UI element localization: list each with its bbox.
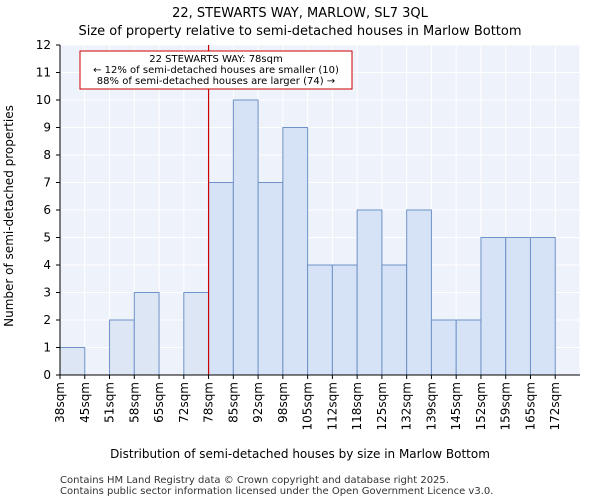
- annotation-box: 22 STEWARTS WAY: 78sqm ← 12% of semi-det…: [79, 50, 353, 90]
- bar-105sqm: [307, 264, 333, 376]
- y-tick-label: 7: [43, 176, 51, 190]
- bar-58sqm: [133, 292, 160, 376]
- y-tick-label: 6: [43, 203, 51, 217]
- x-axis-label: Distribution of semi-detached houses by …: [110, 447, 490, 461]
- x-tick-label: 172sqm: [548, 382, 562, 430]
- footer-line-2: Contains public sector information licen…: [60, 486, 493, 497]
- y-tick-label: 8: [43, 148, 51, 162]
- bar-152sqm: [480, 237, 507, 376]
- x-tick-label: 78sqm: [202, 382, 216, 423]
- y-axis-label: Number of semi-detached properties: [2, 105, 16, 327]
- annotation-frame: [79, 50, 353, 90]
- bar-165sqm: [529, 237, 556, 376]
- bar-92sqm: [257, 182, 284, 376]
- x-tick-label: 132sqm: [400, 382, 414, 430]
- x-tick-label: 165sqm: [523, 382, 537, 430]
- x-tick-label: 98sqm: [276, 382, 290, 423]
- x-tick-label: 118sqm: [350, 382, 364, 430]
- x-tick-label: 145sqm: [449, 382, 463, 430]
- x-tick-label: 92sqm: [251, 382, 265, 423]
- bar-51sqm: [109, 319, 135, 376]
- bar-145sqm: [455, 319, 482, 376]
- x-tick-label: 159sqm: [499, 382, 513, 430]
- y-tick-label: 11: [36, 66, 51, 80]
- bar-159sqm: [505, 237, 531, 376]
- chart-subtitle: Size of property relative to semi-detach…: [78, 24, 521, 39]
- bar-72sqm: [183, 292, 210, 376]
- x-tick-label: 65sqm: [152, 382, 166, 423]
- x-tick-label: 72sqm: [177, 382, 191, 423]
- bar-78sqm: [208, 182, 234, 376]
- y-tick-label: 4: [43, 258, 51, 272]
- x-tick-label: 139sqm: [424, 382, 438, 430]
- x-tick-label: 58sqm: [127, 382, 141, 423]
- x-tick-label: 105sqm: [301, 382, 315, 430]
- bar-132sqm: [406, 209, 432, 376]
- x-tick-label: 51sqm: [103, 382, 117, 423]
- y-tick-label: 3: [43, 286, 51, 300]
- bars: [59, 99, 556, 376]
- x-tick-label: 125sqm: [375, 382, 389, 430]
- bar-112sqm: [331, 264, 358, 376]
- x-tick-labels: 38sqm 45sqm 51sqm 58sqm 65sqm 72sqm 78sqm 85sqm…: [53, 375, 562, 430]
- bar-139sqm: [430, 319, 457, 376]
- annotation-line-3: 88% of semi-detached houses are larger (…: [97, 76, 335, 87]
- bar-85sqm: [232, 99, 259, 376]
- x-tick-label: 38sqm: [53, 382, 67, 423]
- footer-line-1: Contains HM Land Registry data © Crown c…: [60, 475, 449, 486]
- bar-38sqm: [59, 347, 86, 376]
- y-tick-label: 0: [43, 368, 51, 382]
- bar-118sqm: [356, 209, 383, 376]
- bar-125sqm: [381, 264, 408, 376]
- annotation-line-2: ← 12% of semi-detached houses are smalle…: [93, 65, 339, 76]
- y-tick-label: 9: [43, 121, 51, 135]
- y-tick-label: 1: [43, 341, 51, 355]
- chart-title: 22, STEWARTS WAY, MARLOW, SL7 3QL: [172, 6, 429, 21]
- y-tick-label: 2: [43, 313, 51, 327]
- annotation-line-1: 22 STEWARTS WAY: 78sqm: [149, 54, 282, 65]
- y-tick-label: 5: [43, 231, 51, 245]
- x-tick-label: 45sqm: [78, 382, 92, 423]
- bar-98sqm: [282, 127, 309, 376]
- y-tick-label: 10: [36, 93, 51, 107]
- x-tick-label: 112sqm: [325, 382, 339, 430]
- x-tick-label: 152sqm: [474, 382, 488, 430]
- y-tick-label: 12: [36, 38, 51, 52]
- x-tick-label: 85sqm: [226, 382, 240, 423]
